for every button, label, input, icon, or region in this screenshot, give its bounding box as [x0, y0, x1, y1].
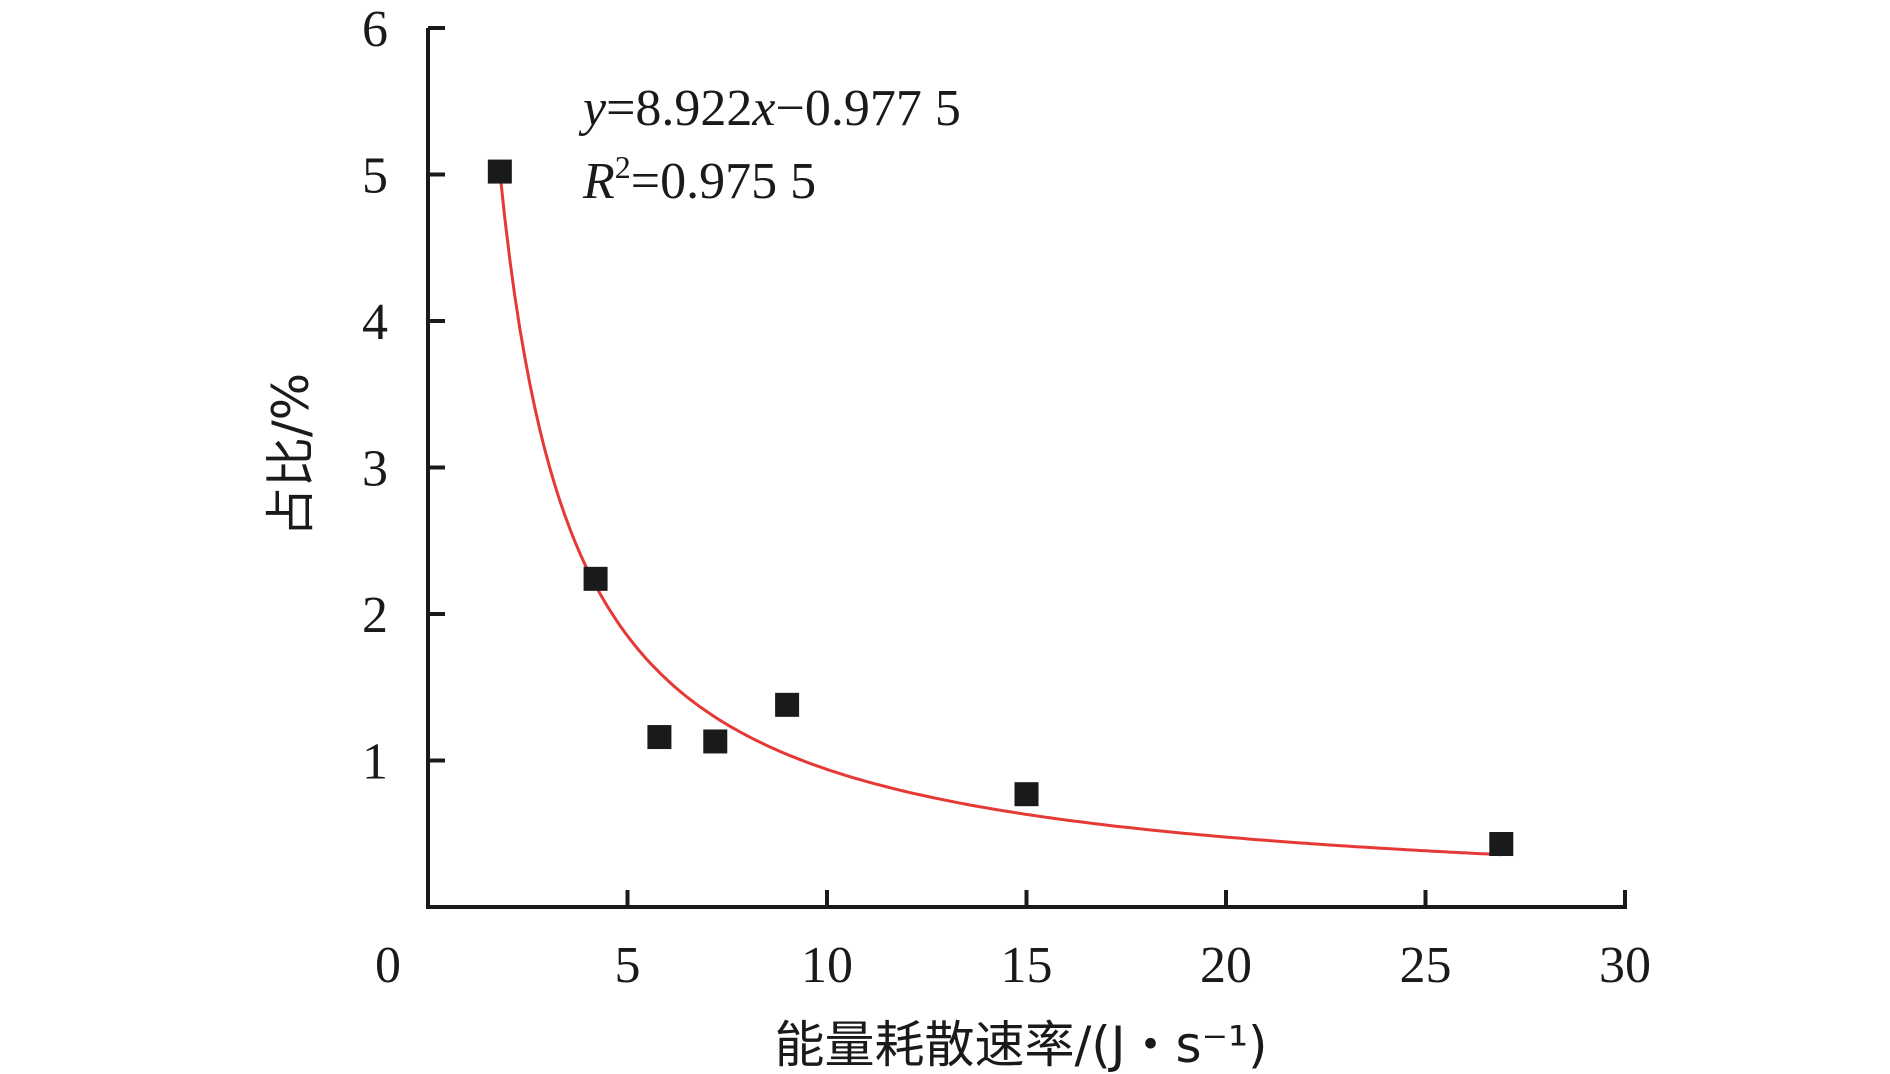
- r-squared: R2=0.975 5: [582, 149, 816, 210]
- data-point: [703, 729, 728, 754]
- x-tick-label: 15: [1001, 937, 1053, 994]
- y-tick-label: 2: [362, 587, 388, 644]
- y-tick-label: 6: [362, 1, 388, 58]
- y-tick-label: 3: [362, 441, 388, 498]
- data-point: [775, 692, 800, 717]
- data-point: [647, 725, 672, 750]
- x-axis-title: 能量耗散速率/(J・s⁻¹): [774, 1016, 1267, 1074]
- fit-curve: [498, 171, 1502, 857]
- equation-y-var: y: [578, 80, 607, 137]
- equation-exponent: −0.977 5: [776, 80, 961, 137]
- y-axis-title: 占比/%: [262, 373, 320, 537]
- fit-equation: y=8.922x−0.977 5: [578, 80, 961, 137]
- data-point: [583, 566, 608, 591]
- equation-coef: =8.922: [606, 80, 752, 137]
- x-tick-label: 20: [1200, 937, 1252, 994]
- y-tick-label: 4: [362, 294, 388, 351]
- y-tick-label: 1: [362, 734, 388, 791]
- x-tick-label: 10: [801, 937, 853, 994]
- equation-x-var: x: [751, 80, 775, 137]
- labels-layer: 0 5 10 15 20 25 30 1 2 3 4 5 6: [362, 1, 1651, 994]
- r-value: =0.975 5: [631, 153, 816, 210]
- x-tick-label: 5: [615, 937, 641, 994]
- y-tick-label: 5: [362, 148, 388, 205]
- x-tick-label: 30: [1599, 937, 1651, 994]
- x-tick-label: 0: [375, 937, 401, 994]
- data-point: [1489, 832, 1514, 857]
- axes: [426, 26, 1627, 909]
- x-tick-label: 25: [1400, 937, 1452, 994]
- r-superscript: 2: [615, 149, 631, 185]
- data-point: [1014, 782, 1039, 807]
- r-var: R: [582, 153, 615, 210]
- fit-layer: [498, 171, 1502, 857]
- points-layer: [487, 159, 1514, 857]
- data-point: [487, 159, 512, 184]
